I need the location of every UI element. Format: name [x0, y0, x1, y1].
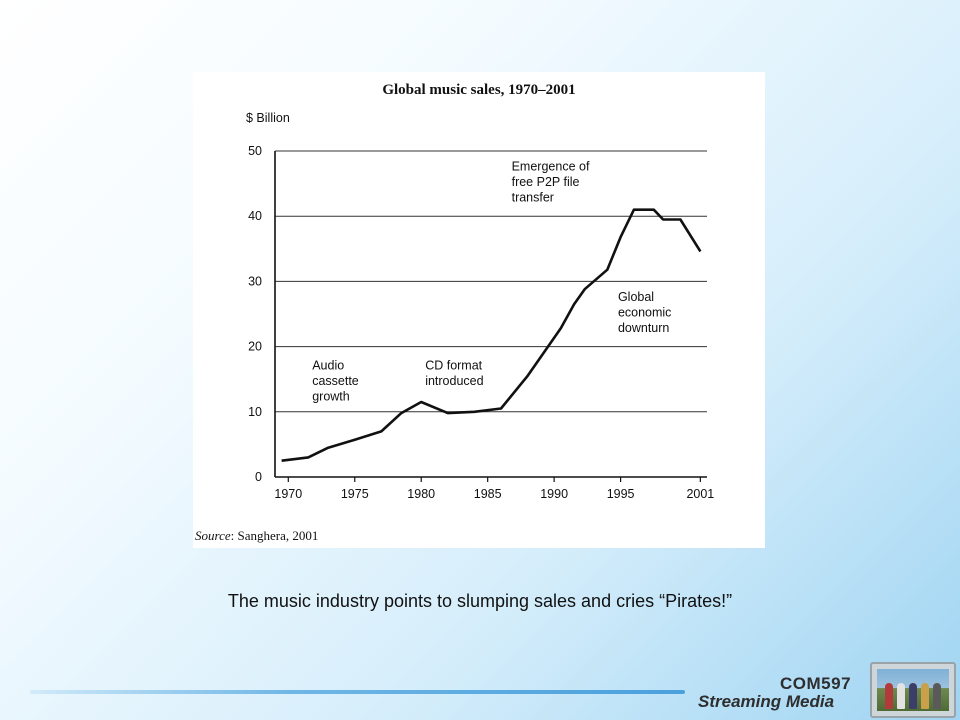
logo-course-code: COM597 [780, 674, 852, 693]
x-tick-label: 1980 [407, 487, 435, 501]
annotation-line: free P2P file [512, 175, 580, 189]
y-axis-label: $ Billion [246, 111, 290, 125]
line-chart: Global music sales, 1970–2001 $ Billion … [195, 82, 714, 543]
annotation-line: growth [312, 389, 350, 403]
annotation-1: CD format introduced [425, 358, 483, 388]
annotation-line: Global [618, 290, 654, 304]
y-tick-label: 10 [248, 405, 262, 419]
y-tick-label: 40 [248, 209, 262, 223]
footer-divider [30, 690, 685, 694]
annotations: Audio cassette growth CD format introduced Em… [312, 160, 671, 404]
series-line-0 [281, 208, 702, 462]
y-tick-label: 20 [248, 340, 262, 354]
chart-title: Global music sales, 1970–2001 [382, 82, 575, 98]
annotation-3: Global economic downturn [618, 290, 672, 335]
slide-caption: The music industry points to slumping sa… [227, 591, 733, 611]
y-tick-label: 50 [248, 144, 262, 158]
x-tick-label: 1970 [274, 487, 302, 501]
logo-word-streaming: Streaming [698, 692, 782, 711]
logo-word-media: Media [785, 692, 835, 711]
x-tick-label: 1995 [607, 487, 635, 501]
chart-card: Global music sales, 1970–2001 $ Billion … [193, 72, 765, 548]
x-tick-label: 1990 [540, 487, 568, 501]
source-note: Source: Sanghera, 2001 [195, 528, 318, 543]
x-tick-label: 1985 [474, 487, 502, 501]
annotation-0: Audio cassette growth [312, 358, 359, 403]
y-tick-label: 0 [255, 470, 262, 484]
series [281, 208, 702, 462]
annotation-line: Emergence of [512, 160, 590, 174]
annotation-line: Audio [312, 358, 344, 372]
logo-photo [870, 662, 956, 718]
y-tick-label: 30 [248, 274, 262, 288]
x-tick-label: 1975 [341, 487, 369, 501]
grid [275, 150, 707, 413]
annotation-line: transfer [512, 191, 554, 205]
annotation-line: introduced [425, 374, 483, 388]
course-logo: COM597 Streaming Media [690, 672, 870, 716]
annotation-line: CD format [425, 358, 482, 372]
source-label: Source [195, 528, 231, 543]
logo-course-name: Streaming Media [698, 692, 834, 712]
annotation-line: economic [618, 305, 672, 319]
x-tick-label: 2001 [686, 487, 714, 501]
source-text: : Sanghera, 2001 [231, 528, 319, 543]
tick-labels: 0 10 20 30 40 50 1970 1975 1980 1985 1990 1995 2001 [248, 144, 714, 501]
annotation-line: cassette [312, 374, 359, 388]
annotation-2: Emergence of free P2P file transfer [512, 160, 590, 205]
annotation-line: downturn [618, 321, 669, 335]
axes [274, 151, 707, 482]
